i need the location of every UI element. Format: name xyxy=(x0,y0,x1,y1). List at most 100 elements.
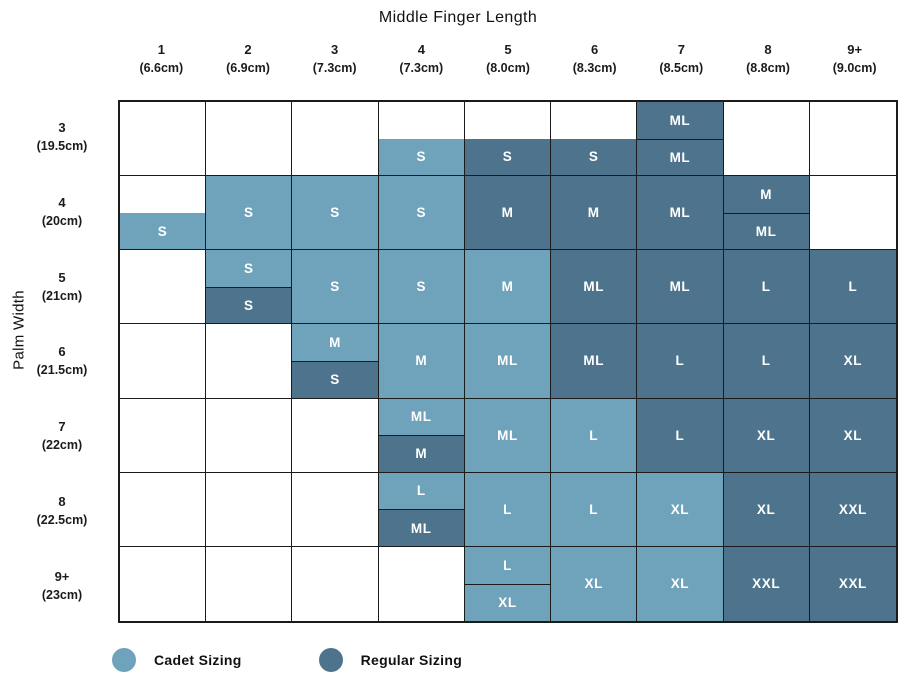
size-label: L xyxy=(589,427,599,443)
size-label: ML xyxy=(410,409,432,425)
grid-cell-r3-c4: S xyxy=(378,250,465,325)
grid-cell-r2-c2: S xyxy=(206,176,293,251)
column-cm: (8.0cm) xyxy=(486,61,530,75)
size-region-xxl-regular: XXL xyxy=(723,546,809,621)
size-region-ml-regular: ML xyxy=(551,250,637,324)
size-region-l-cadet: L xyxy=(378,472,464,510)
column-header-4: 4 (7.3cm) xyxy=(378,41,465,81)
size-label: XL xyxy=(498,595,517,611)
grid-cell-r5-c4: ML M xyxy=(378,398,465,473)
column-cm: (6.9cm) xyxy=(226,61,270,75)
size-region-xl-cadet: XL xyxy=(464,583,551,621)
grid-cell-r1-c4: S xyxy=(378,102,465,177)
size-label: S xyxy=(416,205,427,221)
size-label: S xyxy=(244,298,254,314)
grid-cell-r6-c3 xyxy=(292,472,379,547)
column-number: 7 xyxy=(677,42,685,57)
column-header-8: 8 (8.8cm) xyxy=(725,41,812,81)
size-label: L xyxy=(761,279,771,295)
row-number: 6 xyxy=(58,344,66,360)
size-label: ML xyxy=(583,353,605,369)
size-label: L xyxy=(848,279,858,295)
size-region-xl-cadet: XL xyxy=(551,546,637,621)
size-label: XXL xyxy=(838,501,867,517)
size-region-s-cadet: S xyxy=(292,176,378,250)
size-label: M xyxy=(760,186,773,202)
size-label: S xyxy=(157,223,168,239)
row-header-9+: 9+ (23cm) xyxy=(14,548,110,623)
grid-cell-r6-c7: XL xyxy=(637,472,724,547)
size-region-xl-cadet: XL xyxy=(637,472,723,546)
grid-cell-r6-c2 xyxy=(206,472,293,547)
column-number: 1 xyxy=(157,42,165,57)
size-region-l-regular: L xyxy=(637,398,723,472)
size-region-xl-regular: XL xyxy=(723,472,809,546)
row-number: 5 xyxy=(58,269,66,285)
grid-cell-r5-c2 xyxy=(206,398,293,473)
grid-cell-r3-c9: L xyxy=(809,250,896,325)
row-number: 7 xyxy=(58,419,66,435)
size-label: L xyxy=(761,353,771,369)
grid-cell-r4-c6: ML xyxy=(551,324,638,399)
grid-cell-r5-c9: XL xyxy=(809,398,896,473)
size-label: L xyxy=(675,427,685,443)
size-region-ml-cadet: ML xyxy=(464,324,551,398)
column-header-5: 5 (8.0cm) xyxy=(465,41,552,81)
size-region-s-cadet: S xyxy=(292,250,378,324)
size-label: ML xyxy=(497,427,518,443)
column-cm: (6.6cm) xyxy=(139,61,184,75)
size-label: ML xyxy=(497,353,518,369)
size-label: S xyxy=(330,279,340,295)
grid-cell-r1-c7: ML ML xyxy=(637,102,724,177)
row-header-7: 7 (22cm) xyxy=(14,399,110,474)
column-cm: (7.3cm) xyxy=(312,61,357,75)
size-region-ml-regular: ML xyxy=(551,324,637,398)
size-region-s-regular: S xyxy=(292,361,378,398)
size-region-s-regular: S xyxy=(551,138,637,176)
size-region-ml-cadet: ML xyxy=(378,398,464,436)
grid-cell-r4-c7: L xyxy=(637,324,724,399)
grid-cell-r2-c8: M ML xyxy=(723,176,810,251)
size-label: ML xyxy=(755,224,777,239)
grid-cell-r7-c6: XL xyxy=(551,546,638,621)
size-region-l-cadet: L xyxy=(551,398,637,472)
grid-cell-r6-c5: L xyxy=(464,472,552,547)
column-number: 4 xyxy=(417,42,425,57)
grid-cell-r2-c4: S xyxy=(378,176,465,251)
size-label: M xyxy=(501,279,514,295)
size-label: L xyxy=(416,483,426,499)
size-label: S xyxy=(502,149,513,165)
grid-cell-r2-c5: M xyxy=(464,176,552,251)
grid-cell-r7-c9: XXL xyxy=(809,546,896,621)
grid-cell-r2-c3: S xyxy=(292,176,379,251)
grid-cell-r1-c3 xyxy=(292,102,379,177)
row-header-5: 5 (21cm) xyxy=(14,249,110,324)
column-cm: (8.8cm) xyxy=(746,61,790,75)
column-number: 9+ xyxy=(847,42,863,57)
grid-cell-r7-c2 xyxy=(206,546,293,621)
legend-item-cadet: Cadet Sizing xyxy=(112,648,242,672)
size-region-s-cadet: S xyxy=(378,250,464,324)
size-label: S xyxy=(330,372,340,388)
size-region-s-cadet: S xyxy=(206,176,292,250)
row-cm: (20cm) xyxy=(41,214,83,229)
grid-cell-r1-c8 xyxy=(723,102,810,177)
row-headers: 3 (19.5cm) 4 (20cm) 5 (21cm) 6 (21.5cm) 7 (22cm) 8… xyxy=(14,100,110,623)
size-region-xl-regular: XL xyxy=(809,324,896,398)
size-label: L xyxy=(503,557,512,573)
grid-cell-r7-c4 xyxy=(379,546,465,621)
size-label: ML xyxy=(669,149,691,165)
grid-cell-r4-c4: M xyxy=(378,324,465,399)
size-label: ML xyxy=(669,205,691,221)
grid-cell-r3-c1 xyxy=(120,250,207,325)
size-region-m-cadet: M xyxy=(378,324,464,398)
column-header-3: 3 (7.3cm) xyxy=(291,41,378,81)
grid-cell-r5-c5: ML xyxy=(464,398,552,473)
size-label: ML xyxy=(583,279,605,295)
size-region-m-regular: M xyxy=(378,435,464,472)
size-label: L xyxy=(675,353,685,369)
column-header-9+: 9+ (9.0cm) xyxy=(811,41,898,81)
grid-cell-r2-c1: S xyxy=(120,176,207,251)
size-label: XL xyxy=(584,576,603,592)
